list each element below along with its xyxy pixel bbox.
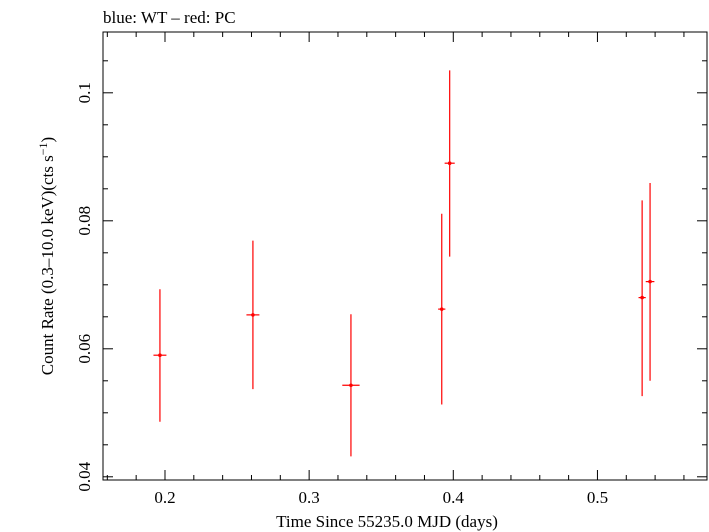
point-marker (640, 295, 644, 300)
x-tick-label: 0.5 (587, 488, 608, 507)
axis-ticks (103, 32, 707, 480)
y-tick-label: 0.06 (75, 334, 94, 364)
chart-title: blue: WT – red: PC (103, 8, 236, 27)
x-tick-label: 0.2 (154, 488, 175, 507)
point-marker (251, 313, 255, 317)
data-point (342, 314, 360, 457)
x-tick-label: 0.4 (443, 488, 465, 507)
y-axis-label-main: Count Rate (0.3–10.0 keV)(cts s (38, 155, 57, 375)
data-point (444, 70, 455, 257)
point-marker (158, 353, 162, 358)
plot-frame (102, 31, 708, 481)
point-marker (447, 161, 452, 165)
point-marker (439, 307, 444, 311)
x-tick-label: 0.3 (299, 488, 320, 507)
data-point (153, 289, 167, 422)
point-marker (648, 279, 652, 284)
y-axis-label-superscript: −1 (36, 142, 50, 155)
data-point (645, 183, 655, 381)
data-point (246, 240, 260, 390)
y-tick-label: 0.1 (75, 82, 94, 103)
point-marker (349, 383, 353, 388)
y-tick-label: 0.04 (75, 461, 94, 491)
axis-tick-labels: 0.2 0.3 0.4 0.5 0.04 0.06 0.08 0.1 (75, 82, 608, 507)
data-point (638, 200, 646, 397)
x-axis-label: Time Since 55235.0 MJD (days) (276, 512, 498, 531)
y-tick-label: 0.08 (75, 206, 94, 236)
data-points (153, 70, 655, 457)
y-axis-label: Count Rate (0.3–10.0 keV)(cts s−1) (36, 137, 57, 375)
y-axis-label-close: ) (38, 137, 57, 143)
data-point (438, 213, 446, 405)
